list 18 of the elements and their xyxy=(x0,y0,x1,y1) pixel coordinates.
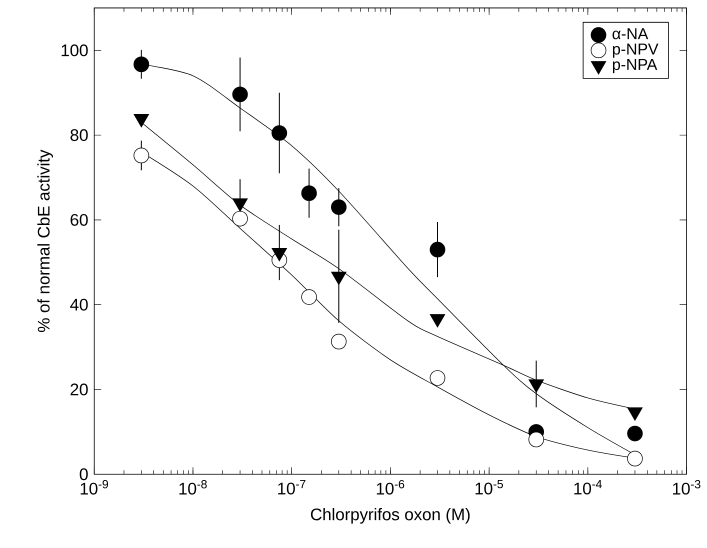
y-tick-label: 0 xyxy=(80,468,88,480)
legend-label: α-NA xyxy=(612,28,648,40)
x-tick-label: 10$^{-9}$ xyxy=(80,480,108,495)
x-tick-label: 10$^{-6}$ xyxy=(376,480,404,495)
y-tick-label: 40 xyxy=(70,298,88,311)
y-tick-label: 100 xyxy=(62,44,88,56)
x-tick-label: 10$^{-8}$ xyxy=(179,480,207,495)
x-tick-label: 10$^{-5}$ xyxy=(476,480,503,495)
y-tick-label: 20 xyxy=(70,384,88,396)
x-axis-title: Chlorpyrifos oxon (M) xyxy=(310,508,470,524)
x-tick-label: 10$^{-3}$ xyxy=(673,480,700,495)
legend-label: p-NPA xyxy=(612,59,658,74)
y-axis-title: % of normal CbE activity xyxy=(37,150,53,332)
y-tick-label: 80 xyxy=(70,129,88,142)
legend-label: p-NPV xyxy=(612,44,658,58)
x-tick-label: 10$^{-4}$ xyxy=(574,480,602,495)
x-tick-label: 10$^{-7}$ xyxy=(278,480,306,495)
y-tick-label: 60 xyxy=(70,214,88,226)
